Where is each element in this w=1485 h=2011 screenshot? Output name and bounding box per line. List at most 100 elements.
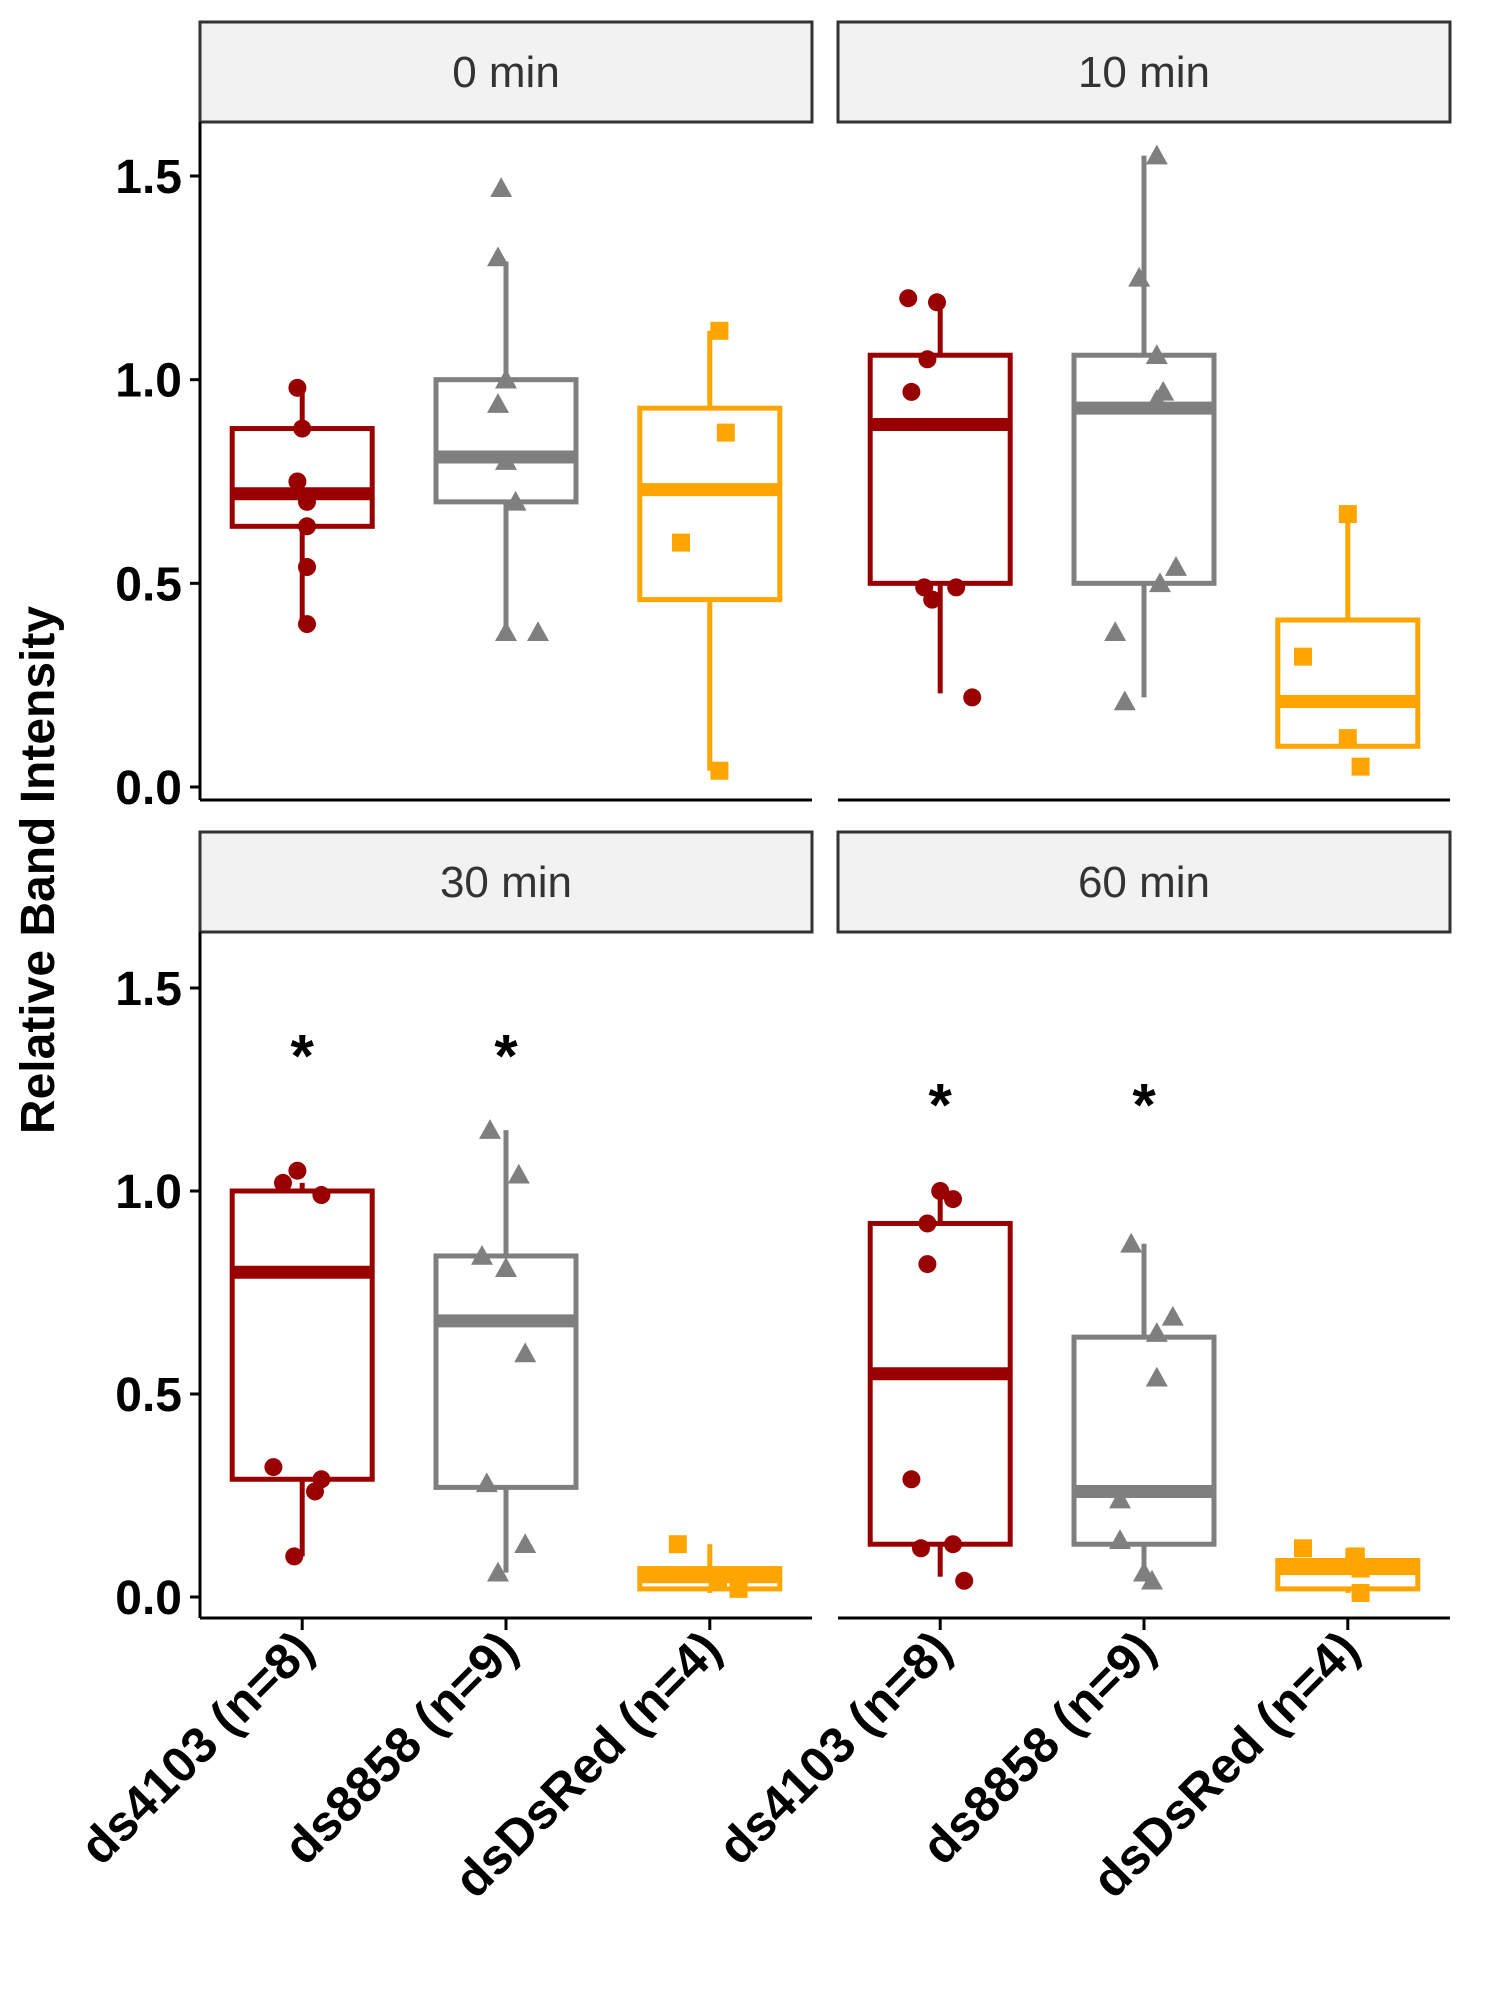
data-point [1145,144,1168,165]
data-point [285,1547,304,1566]
box [229,1188,375,1482]
data-point [298,517,317,536]
data-point [1145,344,1168,365]
data-point [274,1173,293,1192]
data-point [716,423,735,442]
y-tick-label: 0.5 [115,558,182,611]
data-point [955,1571,974,1590]
data-point [487,1561,509,1582]
data-point [729,1579,748,1598]
data-point [1145,389,1168,409]
box [867,352,1013,586]
y-axis-title: Relative Band Intensity [12,606,65,1134]
data-point [671,533,690,552]
data-point [928,293,947,312]
data-point [504,490,527,511]
boxplot-ds8858-n-9 [1071,1232,1217,1590]
data-point [475,1472,498,1493]
data-point [487,393,509,413]
data-point [306,1482,325,1501]
data-point [527,621,549,642]
data-point [288,472,307,491]
data-point [293,419,312,438]
y-tick-label: 1.0 [115,355,182,408]
significance-marker: * [291,1023,315,1090]
data-point [931,1182,950,1200]
data-point [298,492,317,511]
data-point [507,1163,530,1184]
boxplot-ds4103-n-8 [867,289,1013,707]
facet-strip-label: 30 min [440,858,572,907]
data-point [495,621,517,642]
y-tick-label: 0.0 [115,762,182,815]
significance-marker: * [929,1071,953,1138]
data-point [1293,1539,1312,1558]
box [433,1253,579,1490]
box [867,1220,1013,1547]
data-point [479,1119,501,1139]
boxplot-dsdsred-n-4 [637,321,783,780]
significance-marker: * [494,1023,518,1090]
data-point [1351,757,1370,776]
data-point [902,1470,921,1489]
boxplot-ds4103-n-8 [867,1182,1013,1590]
box [433,377,579,505]
data-point [1351,1583,1370,1602]
boxplot-ds4103-n-8 [229,1161,375,1566]
data-point [918,1255,937,1274]
data-point [899,289,918,308]
data-point [471,1244,493,1265]
data-point [1338,505,1357,524]
significance-marker: * [1132,1071,1156,1138]
data-point [495,368,517,389]
boxplot-dsdsred-n-4 [637,1535,783,1598]
box [1275,617,1421,749]
data-point [264,1458,283,1477]
data-point [944,1535,963,1554]
data-point [514,1342,537,1363]
data-point [1161,1305,1184,1326]
data-point [288,1161,307,1180]
data-point [918,350,937,369]
data-point [312,1186,331,1205]
data-point [487,246,509,267]
boxplot-dsdsred-n-4 [1275,1539,1421,1602]
facet-strip-label: 0 min [452,48,560,97]
data-point [944,1190,963,1209]
boxplot-ds8858-n-9 [433,177,579,642]
plot-layer: 0 min 0.0 0.5 1.0 1.5 10 min 30 min 0.0 0.5 1.0 1.… [69,20,1452,1908]
y-tick-label: 0.5 [115,1369,182,1422]
data-point [963,688,982,707]
data-point [1104,621,1127,642]
data-point [668,1535,687,1554]
boxplot-ds8858-n-9 [433,1119,579,1582]
data-point [1113,690,1136,711]
facet-strip-label: 60 min [1078,858,1210,907]
facet-strip-60-min [836,830,1452,934]
data-point [495,450,517,470]
data-point [1338,729,1357,748]
box [637,405,783,603]
data-point [514,1533,537,1554]
data-point [495,1257,517,1277]
data-point [1141,1569,1163,1590]
data-point [902,382,921,401]
data-point [298,615,317,634]
data-point [918,1214,937,1233]
y-tick-label: 1.0 [115,1166,182,1219]
data-point [298,558,317,577]
data-point [288,378,307,397]
panel-10-min: 10 min [836,20,1452,802]
data-point [947,578,966,597]
data-point [1165,556,1187,576]
y-tick-label: 1.5 [115,151,182,204]
data-point [1145,1322,1168,1342]
data-point [923,590,942,609]
data-point [1149,572,1171,593]
data-point [1109,1488,1131,1509]
y-tick-label: 1.5 [115,963,182,1016]
facet-strip-10-min [836,20,1452,124]
